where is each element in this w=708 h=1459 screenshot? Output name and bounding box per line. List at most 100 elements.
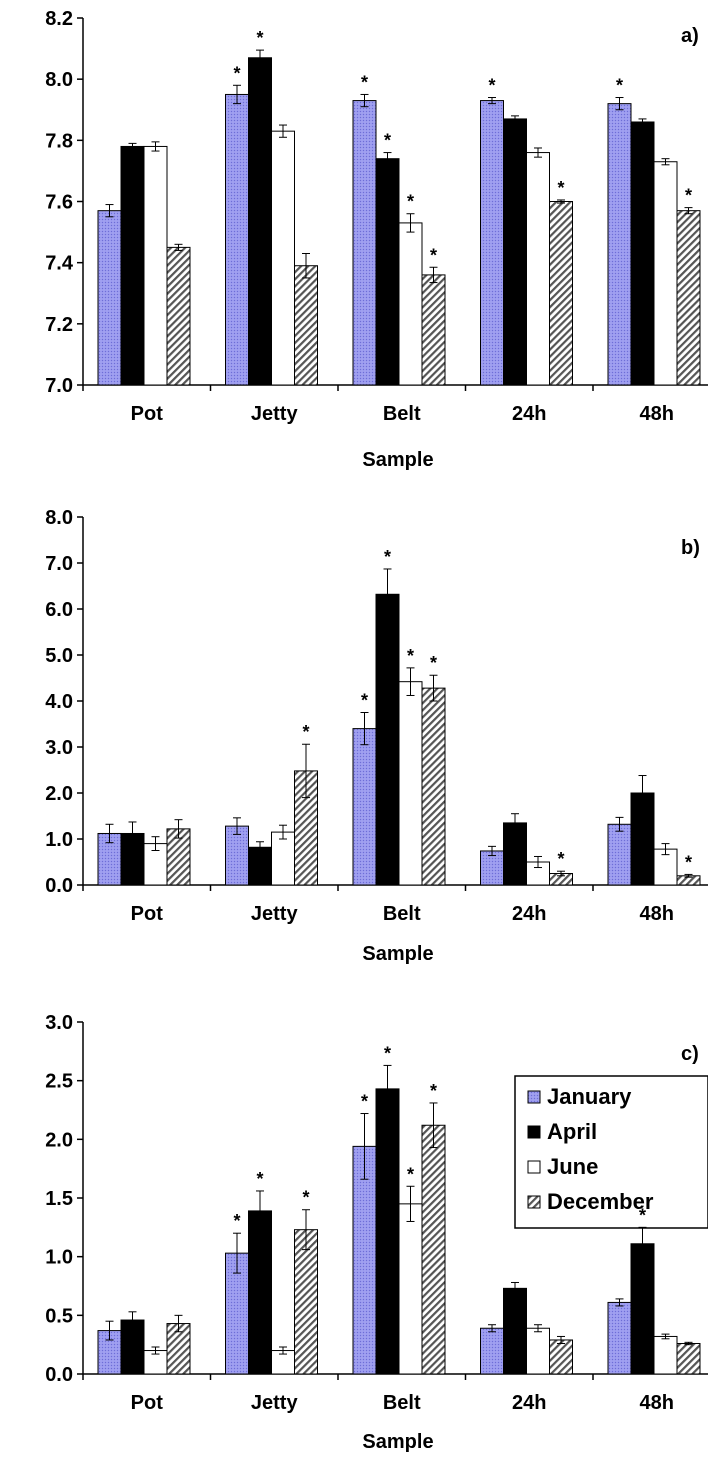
bar-january [607,1301,632,1375]
bar-june [398,1203,423,1375]
significance-star: * [384,131,391,151]
legend-swatch-june [527,1160,541,1174]
y-tick-label: 7.2 [45,314,73,336]
significance-star: * [233,63,240,83]
x-tick-label: Pot [131,1392,164,1414]
y-tick-label: 7.8 [45,130,73,152]
significance-star: * [361,691,368,711]
bar-april [630,1243,655,1375]
bar-december [421,687,446,886]
x-tick-label: 48h [640,903,674,925]
x-axis-title: Sample [362,449,433,471]
y-tick-label: 1.0 [45,1247,73,1269]
bar-april [503,118,527,386]
y-tick-label: 2.5 [45,1071,73,1093]
y-tick-label: 8.0 [45,507,73,529]
bar-june [653,1335,678,1375]
panel-label: a) [681,25,699,47]
x-axis-title: Sample [362,1431,433,1453]
bar-april [375,1088,400,1375]
bar-january [480,1327,504,1375]
y-tick-label: 0.5 [45,1305,73,1327]
bar-june [526,152,550,386]
bar-april [248,57,272,386]
panel-label: b) [681,537,700,559]
significance-star: * [430,1081,437,1101]
bar-january [352,1145,377,1375]
bar-december [166,246,191,386]
legend-label-january: January [547,1084,632,1109]
bar-january [480,850,504,886]
y-tick-label: 7.4 [45,253,74,275]
x-tick-label: 24h [512,903,546,925]
bar-january [607,103,632,386]
legend-label-june: June [547,1154,598,1179]
x-tick-label: Jetty [251,1392,299,1414]
bar-january [97,210,122,386]
significance-star: * [407,1164,414,1184]
x-tick-label: Pot [131,903,164,925]
x-tick-label: Pot [131,403,164,425]
y-tick-label: 3.0 [45,737,73,759]
bar-june [398,681,423,886]
x-tick-label: Jetty [251,903,299,925]
y-tick-label: 2.0 [45,1129,73,1151]
bar-january [352,100,377,386]
y-tick-label: 8.2 [45,8,73,30]
bar-december [421,274,446,386]
x-tick-label: 48h [640,1392,674,1414]
significance-star: * [256,1169,263,1189]
significance-star: * [233,1211,240,1231]
significance-star: * [639,1205,646,1225]
significance-star: * [685,186,692,206]
significance-star: * [407,646,414,666]
bar-june [526,1327,550,1375]
bar-april [630,121,655,386]
bar-january [607,823,632,886]
bar-december [676,1342,701,1375]
y-tick-label: 3.0 [45,1012,73,1034]
x-tick-label: Belt [383,903,421,925]
chart-panel-c: c) Sample January April June December 0.… [45,1012,708,1453]
bar-december [549,1339,573,1375]
bar-december [294,265,318,386]
significance-star: * [302,1188,309,1208]
y-tick-label: 1.0 [45,829,73,851]
bar-june [271,831,295,886]
bar-april [120,145,145,386]
y-tick-label: 7.6 [45,192,73,214]
significance-star: * [361,1092,368,1112]
bar-december [676,210,701,386]
bar-april [248,1210,272,1375]
legend-swatch-april [527,1125,541,1139]
significance-star: * [685,852,692,872]
bar-june [653,161,678,386]
bar-december [294,1229,318,1375]
panel-label: c) [681,1043,699,1065]
significance-star: * [384,1043,391,1063]
bar-april [503,1287,527,1375]
significance-star: * [384,547,391,567]
significance-star: * [488,76,495,96]
significance-star: * [302,722,309,742]
significance-star: * [557,178,564,198]
y-tick-label: 1.5 [45,1188,73,1210]
significance-star: * [361,72,368,92]
x-tick-label: 24h [512,1392,546,1414]
significance-star: * [430,245,437,265]
x-tick-label: Jetty [251,403,299,425]
legend-label-april: April [547,1119,597,1144]
x-tick-label: 48h [640,403,674,425]
legend-swatch-january [527,1090,541,1104]
bar-april [375,158,400,386]
y-tick-label: 6.0 [45,599,73,621]
y-tick-label: 4.0 [45,691,73,713]
legend-box [514,1075,708,1229]
x-tick-label: Belt [383,1392,421,1414]
bar-december [549,201,573,386]
bar-january [225,825,249,886]
bar-january [480,100,504,386]
chart-panel-b: b) Sample 0.0 1.0 2.0 3.0 4.0 5.0 6.0 7.0 8.0 Pot… [45,507,708,965]
legend: January April June December [514,1075,708,1229]
